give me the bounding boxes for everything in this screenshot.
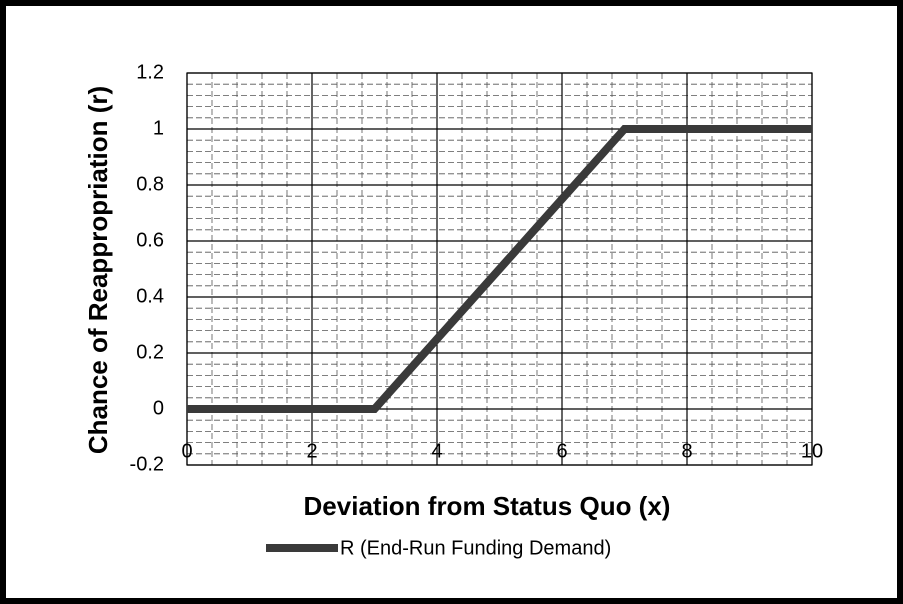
y-tick-label: 1 xyxy=(153,117,164,139)
legend-label: R (End-Run Funding Demand) xyxy=(340,537,611,559)
data-line xyxy=(187,125,812,413)
x-tick-label: 8 xyxy=(681,440,692,462)
y-tick-label: 0.2 xyxy=(136,341,164,363)
x-tick-label: 6 xyxy=(556,440,567,462)
x-tick-label: 2 xyxy=(306,440,317,462)
y-axis-title: Chance of Reappropriation (r) xyxy=(83,86,113,454)
x-axis-title: Deviation from Status Quo (x) xyxy=(304,491,671,521)
y-tick-label: 0.8 xyxy=(136,173,164,195)
plot-border xyxy=(186,72,813,466)
y-tick-label: 0 xyxy=(153,397,164,419)
x-tick-label: 4 xyxy=(431,440,442,462)
y-tick-label: -0.2 xyxy=(130,453,164,475)
y-tick-label: 0.4 xyxy=(136,285,164,307)
y-tick-label: 1.2 xyxy=(136,61,164,83)
y-tick-label: 0.6 xyxy=(136,229,164,251)
